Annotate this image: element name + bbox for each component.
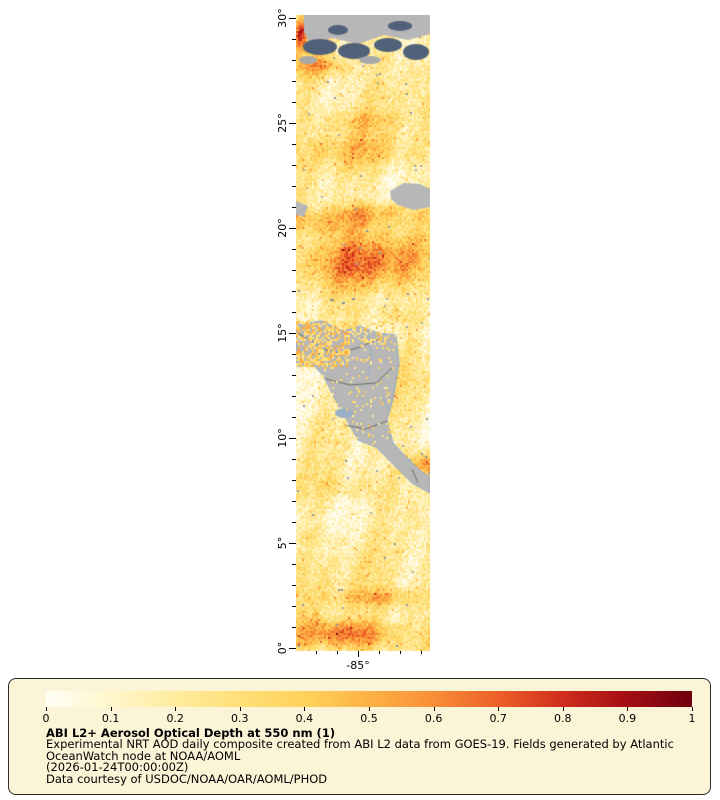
lat-minor-tick [292, 459, 296, 460]
lon-minor-tick [379, 651, 380, 654]
colorbar-tick [627, 707, 629, 711]
lat-minor-tick [292, 102, 296, 103]
lat-minor-tick [292, 564, 296, 565]
colorbar-tick [433, 707, 435, 711]
colorbar-tick-label: 0.5 [360, 712, 378, 725]
colorbar-tick [692, 707, 693, 711]
colorbar-tick [369, 707, 370, 711]
colorbar-tick-label: 0.1 [101, 712, 120, 725]
lat-minor-tick [292, 522, 296, 523]
colorbar-tick-label: 0.7 [489, 712, 507, 725]
lat-minor-tick [292, 186, 296, 187]
lat-minor-tick [292, 606, 296, 607]
colorbar-tick [498, 707, 500, 711]
aod-map-canvas [296, 15, 430, 651]
colorbar-tick [46, 707, 47, 711]
lat-minor-tick [292, 207, 296, 208]
lat-major-tick [289, 333, 296, 334]
lat-minor-tick [292, 396, 296, 397]
lat-minor-tick [292, 270, 296, 271]
lat-minor-tick [292, 81, 296, 82]
colorbar-tick [110, 707, 112, 711]
lat-major-tick [289, 648, 296, 649]
lat-major-tick [289, 228, 296, 229]
colorbar-tick-label: 0.4 [295, 712, 314, 725]
product-timestamp: (2026-01-24T00:00:00Z) [46, 760, 189, 775]
legend-panel: 0 0.1 0.2 0.3 0.4 0.5 0.6 0.7 0.8 0.9 1 ABI L2+ Ae… [8, 678, 711, 795]
colorbar-tick [304, 707, 306, 711]
latitude-tick-label: 10° [276, 428, 289, 448]
colorbar-tick-label: 1 [688, 712, 696, 725]
lat-major-tick [289, 18, 296, 19]
lat-minor-tick [292, 39, 296, 40]
lat-minor-tick [292, 480, 296, 481]
latitude-tick-label: 30° [276, 8, 289, 28]
colorbar-tick [239, 707, 241, 711]
lon-minor-tick [421, 651, 422, 654]
latitude-tick-label: 20° [276, 218, 289, 238]
lon-minor-tick [337, 651, 338, 654]
lat-major-tick [289, 123, 296, 124]
longitude-tick-label: -85° [346, 659, 370, 672]
lon-minor-tick [316, 651, 317, 654]
lat-minor-tick [292, 354, 296, 355]
product-title: ABI L2+ Aerosol Optical Depth at 550 nm … [46, 726, 336, 740]
colorbar-tick [562, 707, 564, 711]
colorbar-tick-label: 0.2 [166, 712, 184, 725]
lat-minor-tick [292, 375, 296, 376]
lat-minor-tick [292, 312, 296, 313]
latitude-tick-label: 25° [276, 113, 289, 133]
colorbar-tick-label: 0.6 [424, 712, 443, 725]
product-description-line-1: Experimental NRT AOD daily composite cre… [46, 737, 674, 752]
lat-minor-tick [292, 144, 296, 145]
latitude-tick-label: 5° [276, 536, 289, 550]
lat-minor-tick [292, 249, 296, 250]
colorbar-tick-label: 0 [42, 712, 50, 725]
aod-colorbar [46, 691, 692, 707]
lat-minor-tick [292, 585, 296, 586]
lat-minor-tick [292, 291, 296, 292]
colorbar-tick [175, 707, 177, 711]
colorbar-tick-label: 0.9 [618, 712, 637, 725]
latitude-tick-label: 15° [276, 323, 289, 343]
data-credit: Data courtesy of USDOC/NOAA/OAR/AOML/PHO… [46, 771, 328, 786]
colorbar-tick-label: 0.3 [231, 712, 249, 725]
lat-minor-tick [292, 60, 296, 61]
colorbar-tick-label: 0.8 [554, 712, 572, 725]
lon-minor-tick [400, 651, 401, 654]
latitude-tick-label: 0° [276, 641, 289, 655]
lat-major-tick [289, 438, 296, 439]
lat-minor-tick [292, 501, 296, 502]
legend-caption: ABI L2+ Aerosol Optical Depth at 550 nm … [46, 726, 674, 786]
lat-minor-tick [292, 165, 296, 166]
product-description-line-2: OceanWatch node at NOAA/AOML [46, 748, 241, 763]
lat-major-tick [289, 543, 296, 544]
lat-minor-tick [292, 417, 296, 418]
lon-major-tick [358, 651, 359, 657]
lat-minor-tick [292, 627, 296, 628]
